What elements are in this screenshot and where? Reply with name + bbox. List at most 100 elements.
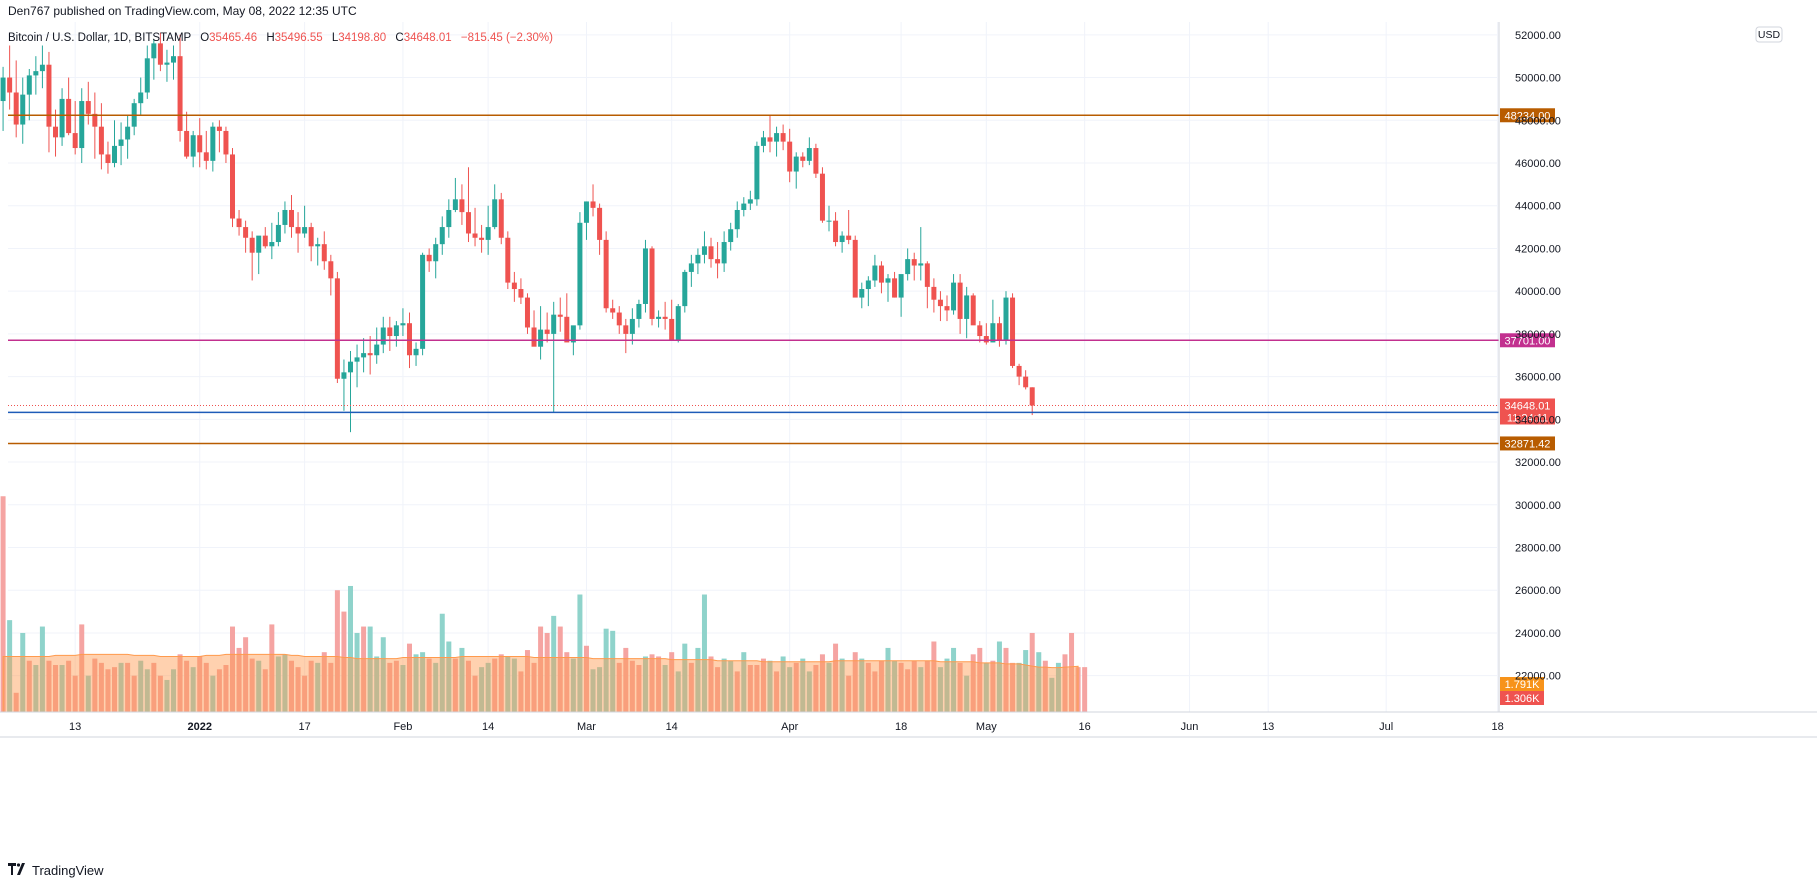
change-value: −815.45 (−2.30%) — [461, 32, 553, 44]
candle-body — [675, 306, 681, 341]
volume-bar — [433, 662, 439, 712]
close-value: 34648.01 — [404, 32, 452, 44]
volume-bar — [1029, 632, 1035, 712]
candle-body — [793, 156, 799, 172]
candle-body — [243, 227, 249, 238]
volume-bar — [308, 660, 314, 712]
candle-body — [623, 325, 629, 334]
candle-body — [125, 126, 131, 140]
volume-bar — [892, 660, 898, 712]
candle-body — [564, 316, 570, 343]
x-tick-label: 18 — [895, 721, 907, 733]
candle-body — [977, 325, 983, 337]
candle-body — [492, 199, 498, 228]
candle-body — [629, 318, 635, 334]
candle-body — [937, 299, 943, 307]
volume-bar — [1023, 650, 1029, 712]
candle-body — [577, 222, 583, 326]
volume-bar — [642, 656, 648, 712]
volume-bar — [184, 660, 190, 712]
volume-bar — [420, 652, 426, 712]
bar-countdown-label: 11:24:11 — [1507, 412, 1548, 424]
volume-bar — [951, 647, 957, 712]
candle-body — [905, 259, 911, 275]
volume-bar — [459, 647, 465, 712]
candle-body — [465, 212, 471, 234]
open-label: O — [200, 32, 209, 44]
volume-bar — [269, 624, 275, 712]
volume-bar — [256, 660, 262, 712]
volume-bar — [354, 632, 360, 712]
volume-bar — [53, 665, 59, 712]
y-tick-label: 26000.00 — [1515, 585, 1561, 597]
volume-bar — [72, 675, 78, 712]
support-line-32871-label-bg — [1500, 436, 1555, 451]
volume-bar — [295, 667, 301, 712]
price-chart[interactable]: 48234.0037701.0034324.0532871.4234648.01… — [0, 22, 1817, 872]
candle-body — [85, 101, 91, 114]
volume-bar — [112, 667, 118, 712]
candle-body — [334, 278, 340, 379]
volume-bar — [452, 658, 458, 712]
candle-body — [13, 92, 19, 125]
candle-body — [983, 336, 989, 343]
candle-body — [452, 199, 458, 210]
candle-body — [603, 239, 609, 309]
volume-bar — [688, 662, 694, 712]
volume-bar — [347, 585, 353, 712]
volume-bar — [1036, 652, 1042, 712]
x-tick-label: 2022 — [187, 721, 211, 733]
chart-frame[interactable]: 48234.0037701.0034324.0532871.4234648.01… — [0, 22, 1817, 872]
volume-bar — [590, 669, 596, 712]
candle-body — [642, 248, 648, 304]
candle-body — [754, 145, 760, 200]
candle-body — [157, 43, 163, 65]
volume-bar — [859, 658, 865, 712]
volume-bar — [996, 641, 1002, 712]
volume-bar — [656, 656, 662, 712]
candle-body — [806, 148, 812, 161]
candle-body — [911, 259, 917, 266]
volume-bar — [603, 628, 609, 712]
volume-bar — [937, 667, 943, 712]
volume-bar — [918, 667, 924, 712]
x-tick-label: Feb — [393, 721, 412, 733]
volume-bar — [157, 675, 163, 712]
volume-bar — [230, 626, 236, 712]
publisher-header: Den767 published on TradingView.com, May… — [8, 4, 357, 18]
candle-body — [892, 278, 898, 298]
volume-bar — [518, 671, 524, 712]
candle-body — [53, 126, 59, 138]
candle-body — [46, 64, 52, 127]
candle-body — [302, 227, 308, 234]
candle-body — [649, 248, 655, 319]
candle-body — [374, 344, 380, 356]
svg-text:Bitcoin / U.S. Dollar, 1D, BIT: Bitcoin / U.S. Dollar, 1D, BITSTAMP O354… — [8, 32, 553, 44]
candle-body — [295, 227, 301, 234]
candle-body — [662, 316, 668, 319]
candle-body — [918, 263, 924, 266]
volume-bar — [669, 652, 675, 712]
candle-body — [118, 139, 124, 146]
volume-bar — [328, 662, 334, 712]
volume-bar — [839, 658, 845, 712]
volume-bar — [616, 662, 622, 712]
candle-body — [249, 237, 255, 253]
candle-body — [715, 259, 721, 264]
volume-bar — [479, 667, 485, 712]
candle-body — [164, 62, 170, 65]
volume-bar — [334, 590, 340, 712]
volume-bar — [885, 647, 891, 712]
high-value: 35496.55 — [275, 32, 323, 44]
candle-body — [485, 227, 491, 240]
candle-body — [583, 201, 589, 223]
candle-body — [79, 101, 85, 149]
tradingview-footer[interactable]: TradingView — [8, 862, 104, 878]
volume-bar — [446, 641, 452, 712]
candle-body — [505, 237, 511, 283]
price-lines-layer: 48234.0037701.0034324.0532871.4234648.01… — [8, 108, 1555, 705]
candle-body — [387, 327, 393, 337]
volume-bar — [524, 650, 530, 712]
candle-body — [636, 303, 642, 319]
volume-bar — [26, 660, 32, 712]
